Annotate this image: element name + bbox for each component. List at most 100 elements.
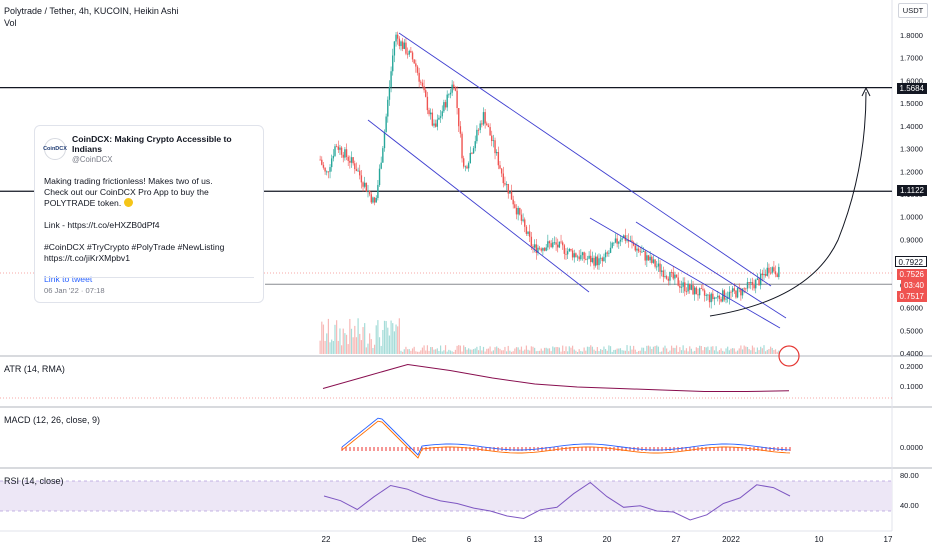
- candle-body[interactable]: [347, 157, 349, 161]
- candle-body[interactable]: [497, 152, 500, 166]
- candle-body[interactable]: [439, 116, 442, 118]
- candle-body[interactable]: [552, 242, 554, 248]
- candle-body[interactable]: [464, 166, 467, 168]
- candle-body[interactable]: [632, 242, 635, 246]
- candle-body[interactable]: [669, 272, 671, 281]
- candle-body[interactable]: [542, 248, 544, 251]
- candle-body[interactable]: [520, 214, 523, 221]
- candle-body[interactable]: [525, 226, 528, 234]
- candle-body[interactable]: [585, 258, 587, 260]
- candle-body[interactable]: [662, 270, 665, 277]
- candle-body[interactable]: [326, 171, 328, 173]
- candle-body[interactable]: [360, 175, 363, 183]
- candle-body[interactable]: [631, 240, 633, 243]
- candle-body[interactable]: [621, 238, 623, 240]
- candle-body[interactable]: [698, 288, 701, 296]
- candle-body[interactable]: [618, 241, 620, 244]
- candle-body[interactable]: [659, 263, 661, 272]
- candle-body[interactable]: [753, 285, 755, 289]
- candle-body[interactable]: [718, 295, 721, 300]
- candle-body[interactable]: [751, 282, 754, 286]
- trend-channel-line[interactable]: [589, 217, 781, 329]
- candle-body[interactable]: [436, 119, 438, 127]
- candle-body[interactable]: [401, 41, 404, 49]
- candle-body[interactable]: [611, 242, 613, 248]
- candle-body[interactable]: [330, 158, 333, 168]
- symbol-title[interactable]: Polytrade / Tether, 4h, KUCOIN, Heikin A…: [4, 6, 179, 16]
- candle-body[interactable]: [474, 141, 476, 149]
- candle-body[interactable]: [657, 263, 660, 267]
- candle-body[interactable]: [354, 163, 356, 170]
- candle-body[interactable]: [588, 255, 590, 259]
- candle-body[interactable]: [396, 34, 399, 39]
- candle-body[interactable]: [708, 294, 711, 303]
- candle-body[interactable]: [538, 247, 541, 249]
- candle-body[interactable]: [405, 42, 407, 54]
- candle-body[interactable]: [745, 288, 747, 290]
- candle-body[interactable]: [335, 146, 338, 148]
- volume-highlight-circle[interactable]: [778, 345, 800, 367]
- candle-body[interactable]: [334, 146, 336, 156]
- candle-body[interactable]: [700, 288, 702, 290]
- candle-body[interactable]: [373, 197, 376, 203]
- candle-body[interactable]: [458, 108, 460, 127]
- candle-body[interactable]: [692, 285, 694, 295]
- macd-line[interactable]: [341, 417, 791, 456]
- candle-body[interactable]: [728, 291, 731, 298]
- candle-body[interactable]: [500, 168, 503, 174]
- candle-body[interactable]: [731, 288, 734, 293]
- candle-body[interactable]: [418, 72, 420, 82]
- candle-body[interactable]: [664, 276, 666, 277]
- candle-body[interactable]: [413, 59, 415, 64]
- candle-body[interactable]: [776, 274, 778, 278]
- candle-body[interactable]: [553, 242, 556, 244]
- candle-body[interactable]: [555, 242, 557, 245]
- candle-body[interactable]: [491, 135, 493, 142]
- tweet-card[interactable]: CoinDCX CoinDCX: Making Crypto Accessibl…: [34, 125, 264, 303]
- candle-body[interactable]: [768, 267, 770, 273]
- candle-body[interactable]: [583, 252, 585, 259]
- candle-body[interactable]: [359, 170, 361, 176]
- candle-body[interactable]: [324, 167, 326, 172]
- candle-body[interactable]: [665, 276, 668, 279]
- candle-body[interactable]: [755, 279, 757, 289]
- candle-body[interactable]: [703, 290, 706, 296]
- candle-body[interactable]: [337, 146, 339, 150]
- candle-body[interactable]: [456, 90, 458, 109]
- candle-body[interactable]: [761, 273, 764, 276]
- candle-body[interactable]: [532, 246, 534, 248]
- candle-body[interactable]: [651, 256, 653, 263]
- candle-body[interactable]: [527, 231, 529, 234]
- candle-body[interactable]: [634, 245, 636, 251]
- candle-body[interactable]: [667, 278, 669, 281]
- candle-body[interactable]: [540, 248, 542, 251]
- candle-body[interactable]: [344, 149, 346, 158]
- candle-body[interactable]: [441, 111, 443, 117]
- candle-body[interactable]: [581, 252, 584, 256]
- candle-body[interactable]: [717, 295, 719, 298]
- candle-body[interactable]: [350, 157, 353, 163]
- candle-body[interactable]: [725, 298, 727, 300]
- candle-body[interactable]: [339, 147, 341, 150]
- candle-body[interactable]: [530, 236, 533, 247]
- candle-body[interactable]: [443, 102, 445, 112]
- candle-body[interactable]: [365, 182, 368, 192]
- candle-body[interactable]: [370, 194, 372, 203]
- candle-body[interactable]: [677, 277, 679, 286]
- candle-body[interactable]: [702, 288, 704, 291]
- candle-body[interactable]: [388, 86, 391, 100]
- candle-body[interactable]: [750, 282, 752, 284]
- candle-body[interactable]: [693, 287, 696, 295]
- candle-body[interactable]: [771, 267, 773, 273]
- candle-body[interactable]: [327, 171, 330, 173]
- candle-body[interactable]: [608, 252, 610, 254]
- candle-body[interactable]: [517, 207, 519, 215]
- candle-body[interactable]: [411, 52, 414, 60]
- candle-body[interactable]: [710, 293, 712, 303]
- candle-body[interactable]: [647, 255, 650, 261]
- candle-body[interactable]: [421, 82, 424, 87]
- candle-body[interactable]: [462, 158, 465, 167]
- candle-body[interactable]: [726, 297, 729, 299]
- candle-body[interactable]: [380, 162, 382, 169]
- candle-body[interactable]: [748, 282, 750, 284]
